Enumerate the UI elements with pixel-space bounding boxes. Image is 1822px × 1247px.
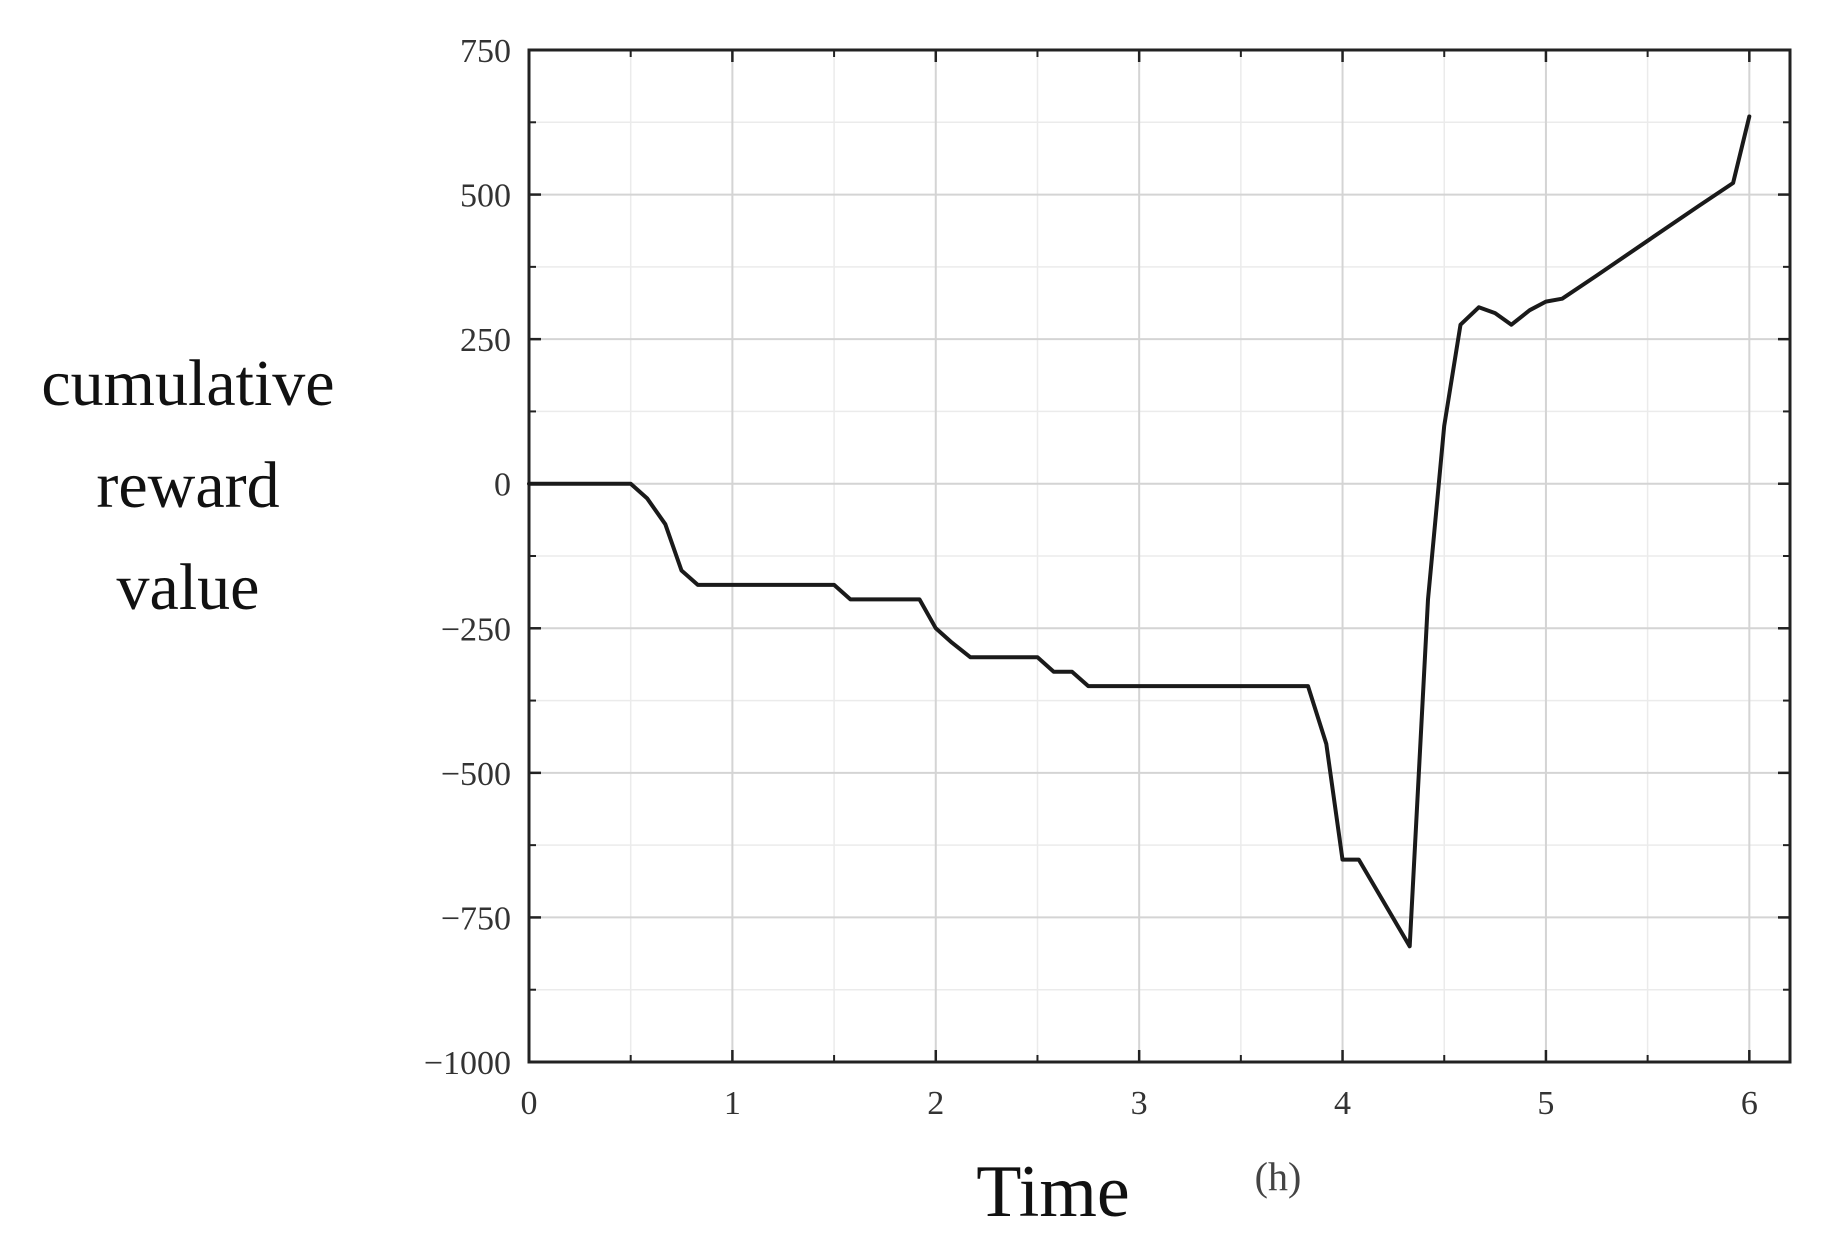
series-line-1 <box>527 114 1752 949</box>
tick-labels: 0 1 2 3 4 5 6 750 500 250 0 −250 −500 −750 −1000 <box>424 33 1758 1122</box>
y-axis-label-line-2: reward <box>96 449 279 522</box>
x-tick-label: 5 <box>1537 1085 1554 1122</box>
y-tick-label: −250 <box>441 611 511 648</box>
x-axis-label: Time <box>976 1151 1130 1233</box>
y-tick-label: 0 <box>494 467 511 504</box>
x-tick-label: 1 <box>724 1085 741 1122</box>
series <box>527 114 1752 949</box>
x-tick-label: 3 <box>1131 1085 1148 1122</box>
y-tick-label: 500 <box>460 178 511 215</box>
y-tick-label: −750 <box>441 900 511 937</box>
y-tick-label: −500 <box>441 756 511 793</box>
y-axis-label-line-1: cumulative <box>41 347 334 420</box>
y-tick-label: 750 <box>460 33 511 70</box>
y-axis-label-line-3: value <box>117 551 260 624</box>
x-tick-label: 4 <box>1334 1085 1351 1122</box>
x-tick-label: 6 <box>1741 1085 1758 1122</box>
y-tick-label: −1000 <box>424 1045 511 1082</box>
x-tick-label: 2 <box>927 1085 944 1122</box>
axis-labels: cumulative reward value Time (h) <box>41 347 1301 1233</box>
y-tick-label: 250 <box>460 322 511 359</box>
x-axis-unit-label: (h) <box>1255 1154 1302 1199</box>
x-tick-label: 0 <box>521 1085 538 1122</box>
grid <box>529 50 1790 1062</box>
